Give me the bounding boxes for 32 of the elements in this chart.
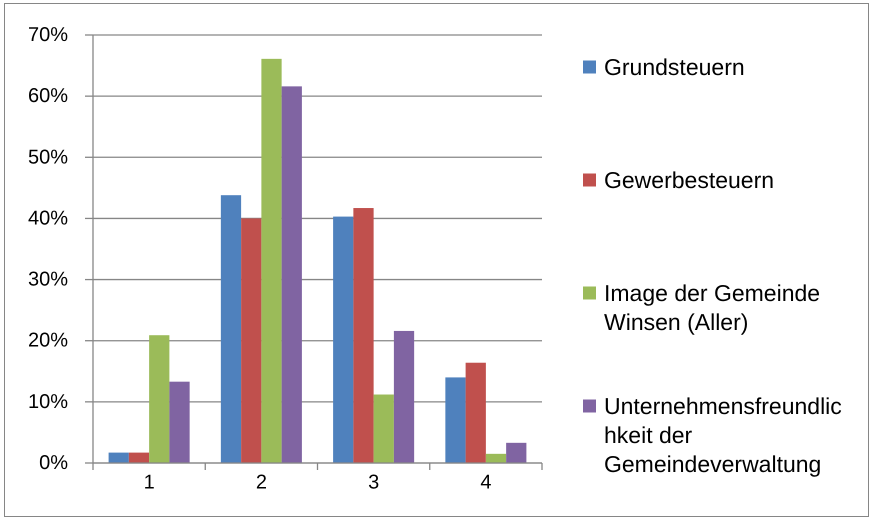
y-tick-label: 10% [28, 390, 68, 413]
bar [445, 377, 466, 463]
bar [128, 452, 150, 463]
bar [506, 442, 526, 463]
bar [241, 218, 262, 463]
bar [220, 195, 242, 463]
x-tick-label: 4 [480, 472, 492, 494]
y-tick-label: 60% [28, 85, 68, 108]
y-tick-label: 70% [28, 24, 68, 46]
bar [486, 454, 506, 463]
x-tick-label: 2 [256, 472, 267, 494]
bar [394, 330, 414, 463]
y-tick-label: 30% [28, 268, 68, 291]
y-tick-label: 40% [28, 207, 68, 230]
y-tick-label: 50% [28, 146, 68, 168]
bar [149, 335, 170, 463]
bar [261, 58, 282, 463]
y-tick-label: 0% [39, 452, 68, 474]
bar [466, 362, 486, 463]
bar [282, 86, 302, 463]
legend-label: Image der Gemeinde Winsen (Aller) [604, 280, 820, 335]
bar [108, 452, 129, 463]
legend-label: Gewerbesteuern [604, 167, 774, 193]
x-tick-label: 1 [144, 472, 155, 494]
y-tick-label: 20% [28, 330, 68, 352]
bar [169, 382, 190, 463]
legend-label: Grundsteuern [604, 54, 745, 80]
legend-label: Unternehmensfreundlichkeit der Gemeindeverwaltung [604, 393, 842, 477]
bar [374, 394, 394, 463]
bar [353, 208, 374, 463]
bar [333, 216, 354, 463]
x-tick-label: 3 [368, 472, 380, 494]
